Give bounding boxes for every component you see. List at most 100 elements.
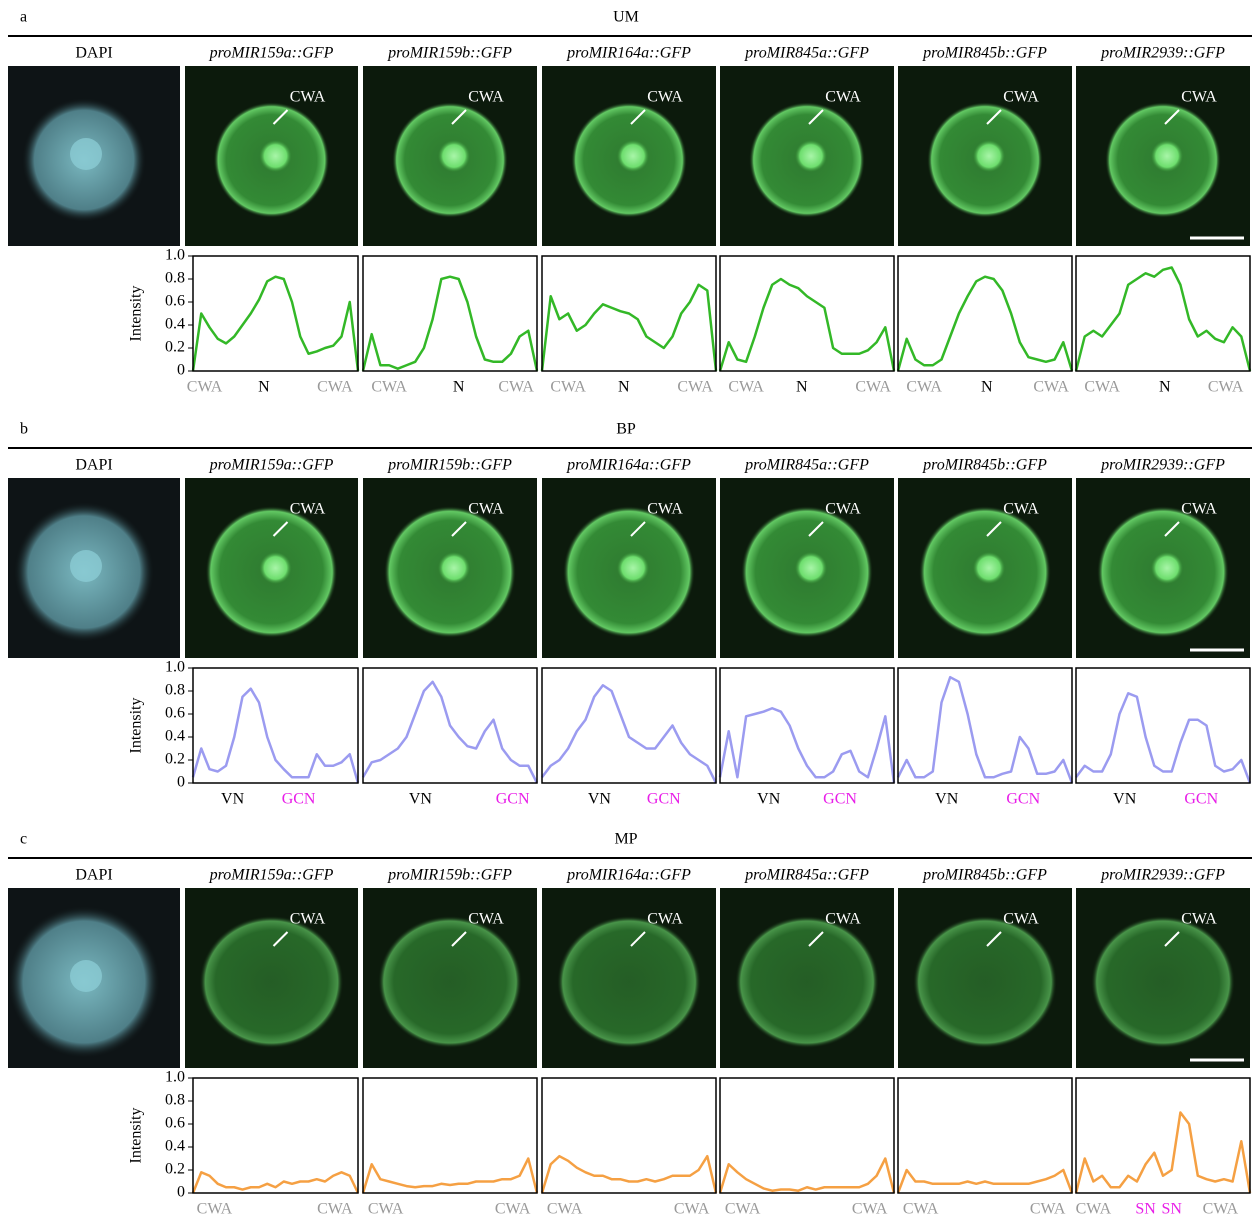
y-tick-label: 0.4	[165, 316, 185, 333]
nucleus	[1151, 140, 1183, 172]
image-label: proMIR845a::GFP	[744, 457, 869, 474]
nucleus	[438, 140, 470, 172]
image-label: DAPI	[75, 45, 112, 62]
y-tick-label: 0.8	[165, 270, 185, 287]
intensity-line	[1076, 693, 1250, 783]
image-label: proMIR164a::GFP	[566, 867, 691, 884]
image-label: proMIR845b::GFP	[922, 45, 1047, 62]
plot-frame	[363, 1078, 537, 1193]
x-tick-label: N	[981, 379, 993, 396]
x-tick-label: VN	[588, 791, 612, 808]
intensity-line	[720, 708, 894, 783]
x-tick-label: CWA	[1203, 1201, 1239, 1217]
y-tick-label: 0.8	[165, 682, 185, 699]
x-tick-label: VN	[757, 791, 781, 808]
annotation: CWA	[1003, 501, 1039, 518]
x-tick-label: GCN	[647, 791, 681, 808]
image-label: proMIR159b::GFP	[387, 867, 512, 884]
x-tick-label: VN	[409, 791, 433, 808]
intensity-line	[898, 1170, 1072, 1193]
nucleus	[438, 552, 470, 584]
y-tick-label: 0.4	[165, 1138, 185, 1155]
plot-frame	[193, 256, 358, 371]
x-tick-label: CWA	[852, 1201, 888, 1217]
y-axis-label: Intensity	[128, 698, 145, 754]
plot-frame	[1076, 668, 1250, 783]
annotation: CWA	[290, 501, 326, 518]
x-tick-label: CWA	[317, 379, 353, 396]
annotation: CWA	[290, 89, 326, 106]
y-tick-label: 0.6	[165, 1115, 185, 1132]
x-tick-label: N	[1159, 379, 1171, 396]
x-tick-label: CWA	[1030, 1201, 1066, 1217]
panel-title: BP	[616, 421, 636, 438]
x-tick-label: GCN	[282, 791, 316, 808]
nucleus	[617, 140, 649, 172]
x-tick-label: N	[258, 379, 270, 396]
intensity-line	[898, 677, 1072, 783]
x-tick-label: GCN	[1184, 791, 1218, 808]
x-tick-label: CWA	[197, 1201, 233, 1217]
annotation: CWA	[825, 911, 861, 928]
x-tick-label: VN	[935, 791, 959, 808]
panel-label: b	[20, 421, 28, 438]
plot-frame	[898, 1078, 1072, 1193]
intensity-line	[1076, 1113, 1250, 1194]
cell	[735, 916, 879, 1048]
nucleus	[973, 552, 1005, 584]
y-tick-label: 0.4	[165, 728, 185, 745]
x-tick-label: CWA	[677, 379, 713, 396]
intensity-line	[193, 1172, 358, 1193]
plot-frame	[720, 1078, 894, 1193]
cell	[557, 916, 701, 1048]
image-label: DAPI	[75, 867, 112, 884]
image-label: proMIR159b::GFP	[387, 45, 512, 62]
image-label: proMIR845b::GFP	[922, 457, 1047, 474]
cell	[913, 916, 1057, 1048]
page: aUMDAPIproMIR159a::GFPCWAproMIR159b::GFP…	[0, 0, 1252, 1217]
y-tick-label: 0.2	[165, 339, 185, 356]
panel-title: MP	[614, 831, 637, 848]
annotation: CWA	[468, 501, 504, 518]
nucleus	[795, 552, 827, 584]
nucleus	[260, 552, 292, 584]
y-tick-label: 1.0	[165, 659, 185, 676]
annotation: CWA	[647, 501, 683, 518]
x-tick-label: GCN	[496, 791, 530, 808]
annotation: CWA	[468, 89, 504, 106]
intensity-line	[898, 277, 1072, 371]
y-axis-label: Intensity	[128, 1108, 145, 1164]
y-tick-label: 0	[177, 362, 185, 379]
x-tick-label: CWA	[368, 1201, 404, 1217]
x-tick-label: CWA	[725, 1201, 761, 1217]
image-label: DAPI	[75, 457, 112, 474]
x-tick-label: N	[618, 379, 630, 396]
y-tick-label: 1.0	[165, 247, 185, 264]
plot-frame	[898, 256, 1072, 371]
intensity-line	[1076, 268, 1250, 372]
nucleus	[70, 138, 102, 170]
image-label: proMIR845b::GFP	[922, 867, 1047, 884]
annotation: CWA	[825, 89, 861, 106]
intensity-line	[193, 277, 358, 371]
panel-label: c	[20, 831, 27, 848]
x-tick-label: SN	[1135, 1201, 1156, 1217]
image-label: proMIR845a::GFP	[744, 45, 869, 62]
x-tick-label: CWA	[550, 379, 586, 396]
x-tick-label: CWA	[371, 379, 407, 396]
intensity-line	[542, 285, 716, 371]
x-tick-label: SN	[1161, 1201, 1182, 1217]
image-label: proMIR159b::GFP	[387, 457, 512, 474]
plot-frame	[542, 668, 716, 783]
x-tick-label: GCN	[1006, 791, 1040, 808]
nucleus	[260, 140, 292, 172]
x-tick-label: CWA	[903, 1201, 939, 1217]
intensity-line	[363, 682, 537, 783]
annotation: CWA	[1003, 89, 1039, 106]
x-tick-label: N	[796, 379, 808, 396]
y-axis-label: Intensity	[128, 286, 145, 342]
annotation: CWA	[468, 911, 504, 928]
annotation: CWA	[647, 89, 683, 106]
x-tick-label: N	[453, 379, 465, 396]
nucleus	[70, 550, 102, 582]
